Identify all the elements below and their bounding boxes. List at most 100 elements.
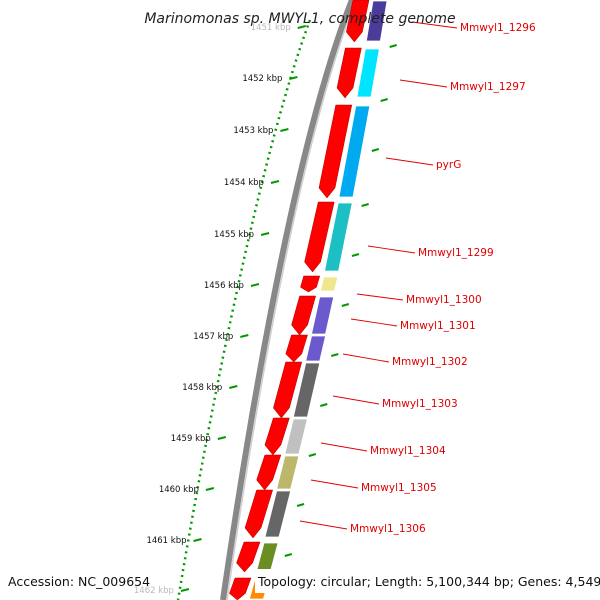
leader-line bbox=[385, 157, 434, 166]
leader-line bbox=[342, 353, 390, 363]
cds-arrow bbox=[273, 361, 303, 419]
gene-feature-block bbox=[365, 0, 388, 42]
gene-label: Mmwyl1_1300 bbox=[356, 293, 482, 306]
kbp-tick: 1451 kbp bbox=[251, 23, 306, 33]
gene-feature-block bbox=[319, 276, 339, 292]
inner-tick bbox=[330, 353, 339, 357]
leader-line bbox=[310, 479, 359, 489]
leader-line bbox=[411, 21, 458, 29]
inner-tick bbox=[389, 44, 397, 48]
kbp-tick: 1461 kbp bbox=[146, 536, 202, 546]
gene-feature-block bbox=[276, 455, 300, 490]
inner-tick bbox=[361, 203, 369, 207]
kbp-tick: 1460 kbp bbox=[159, 485, 215, 495]
cds-arrow bbox=[346, 0, 370, 43]
leader-line bbox=[356, 293, 404, 301]
cds-track bbox=[229, 0, 370, 600]
gene-feature-block bbox=[292, 362, 321, 418]
gene-label: Mmwyl1_1303 bbox=[332, 395, 458, 410]
cds-arrow bbox=[285, 334, 308, 363]
cds-arrow bbox=[264, 417, 290, 456]
gene-label-text: Mmwyl1_1296 bbox=[460, 22, 536, 34]
gene-label-text: pyrG bbox=[436, 159, 461, 171]
gene-label-text: Mmwyl1_1299 bbox=[418, 247, 494, 259]
kbp-tick-label: 1456 kbp bbox=[204, 281, 244, 291]
cds-arrow bbox=[336, 47, 362, 99]
inner-tick bbox=[341, 303, 350, 307]
kbp-scale: 1451 kbp 1452 kbp 1453 kbp 1454 kbp 1455 kbp… bbox=[134, 23, 306, 596]
topology-text: Topology: circular; Length: 5,100,344 bp… bbox=[257, 574, 600, 589]
gene-label: Mmwyl1_1305 bbox=[310, 479, 437, 494]
gene-label-text: Mmwyl1_1300 bbox=[406, 294, 482, 306]
kbp-tick: 1453 kbp bbox=[233, 126, 289, 136]
accession-text: Accession: NC_009654 bbox=[8, 574, 150, 589]
kbp-tick: 1456 kbp bbox=[204, 281, 260, 291]
gene-label: Mmwyl1_1302 bbox=[342, 353, 468, 368]
backbone-ring bbox=[220, 0, 357, 600]
gene-feature-block bbox=[305, 335, 327, 362]
gene-label: Mmwyl1_1299 bbox=[367, 245, 494, 259]
gene-feature-block bbox=[284, 418, 308, 455]
inner-tick bbox=[371, 148, 380, 152]
kbp-tick-label: 1462 kbp bbox=[134, 586, 174, 596]
gene-feature-block bbox=[311, 296, 335, 335]
cds-arrow bbox=[291, 295, 317, 336]
map-title: Marinomonas sp. MWYL1, complete genome bbox=[144, 11, 455, 27]
inner-tick bbox=[320, 403, 328, 407]
gene-label: Mmwyl1_1304 bbox=[320, 442, 446, 457]
cds-arrow bbox=[229, 577, 252, 600]
gene-label-text: Mmwyl1_1303 bbox=[382, 398, 458, 410]
kbp-tick-label: 1451 kbp bbox=[251, 23, 291, 33]
kbp-tick-label: 1461 kbp bbox=[146, 536, 186, 546]
inner-tick bbox=[308, 453, 317, 457]
cds-arrow bbox=[256, 454, 282, 491]
kbp-tick: 1452 kbp bbox=[242, 74, 298, 84]
inner-tick-track bbox=[284, 44, 397, 557]
kbp-tick-label: 1458 kbp bbox=[182, 383, 222, 393]
kbp-tick: 1459 kbp bbox=[171, 434, 227, 444]
gene-feature-block bbox=[356, 48, 380, 98]
inner-tick bbox=[284, 553, 293, 557]
kbp-tick: 1458 kbp bbox=[182, 383, 238, 393]
gene-feature-block bbox=[338, 105, 371, 198]
cds-arrow bbox=[318, 104, 353, 199]
cds-arrow bbox=[300, 275, 321, 293]
gene-label-text: Mmwyl1_1302 bbox=[392, 356, 468, 368]
gene-feature-block bbox=[324, 202, 353, 272]
gene-label: Mmwyl1_1301 bbox=[350, 318, 476, 332]
inner-tick bbox=[296, 503, 305, 507]
gene-label-text: Mmwyl1_1301 bbox=[400, 320, 476, 332]
gene-label-text: Mmwyl1_1304 bbox=[370, 445, 446, 457]
kbp-tick-label: 1454 kbp bbox=[224, 178, 264, 188]
inner-tick bbox=[351, 253, 360, 257]
kbp-tick: 1462 kbp bbox=[134, 586, 190, 596]
kbp-tick: 1457 kbp bbox=[193, 332, 249, 342]
gene-label-text: Mmwyl1_1305 bbox=[361, 482, 437, 494]
gene-label: Mmwyl1_1306 bbox=[299, 520, 426, 535]
dotted-ring bbox=[176, 19, 312, 600]
kbp-tick-label: 1455 kbp bbox=[214, 230, 254, 240]
cds-arrow bbox=[244, 489, 273, 539]
cds-arrow bbox=[304, 201, 335, 273]
kbp-tick: 1454 kbp bbox=[224, 178, 280, 188]
footer-bg bbox=[255, 569, 595, 593]
leader-line bbox=[367, 245, 416, 254]
gene-feature-block bbox=[256, 542, 279, 572]
gene-label-text: Mmwyl1_1297 bbox=[450, 81, 526, 93]
gene-feature-block bbox=[264, 490, 292, 538]
leader-line bbox=[320, 442, 368, 452]
leader-line bbox=[299, 520, 348, 530]
kbp-tick-label: 1459 kbp bbox=[171, 434, 211, 444]
kbp-tick-label: 1452 kbp bbox=[242, 74, 282, 84]
feature-track bbox=[248, 0, 388, 600]
inner-tick bbox=[380, 98, 388, 102]
leader-line bbox=[332, 395, 380, 405]
gene-label: Mmwyl1_1296 bbox=[411, 21, 536, 34]
cds-arrow bbox=[236, 541, 261, 573]
kbp-tick-label: 1453 kbp bbox=[233, 126, 273, 136]
kbp-tick: 1455 kbp bbox=[214, 230, 270, 240]
gene-labels: Mmwyl1_1296 Mmwyl1_1297 pyrG Mmwyl1_1299 Mmw… bbox=[299, 21, 536, 535]
gene-label: Mmwyl1_1297 bbox=[399, 79, 526, 93]
leader-line bbox=[399, 79, 448, 88]
